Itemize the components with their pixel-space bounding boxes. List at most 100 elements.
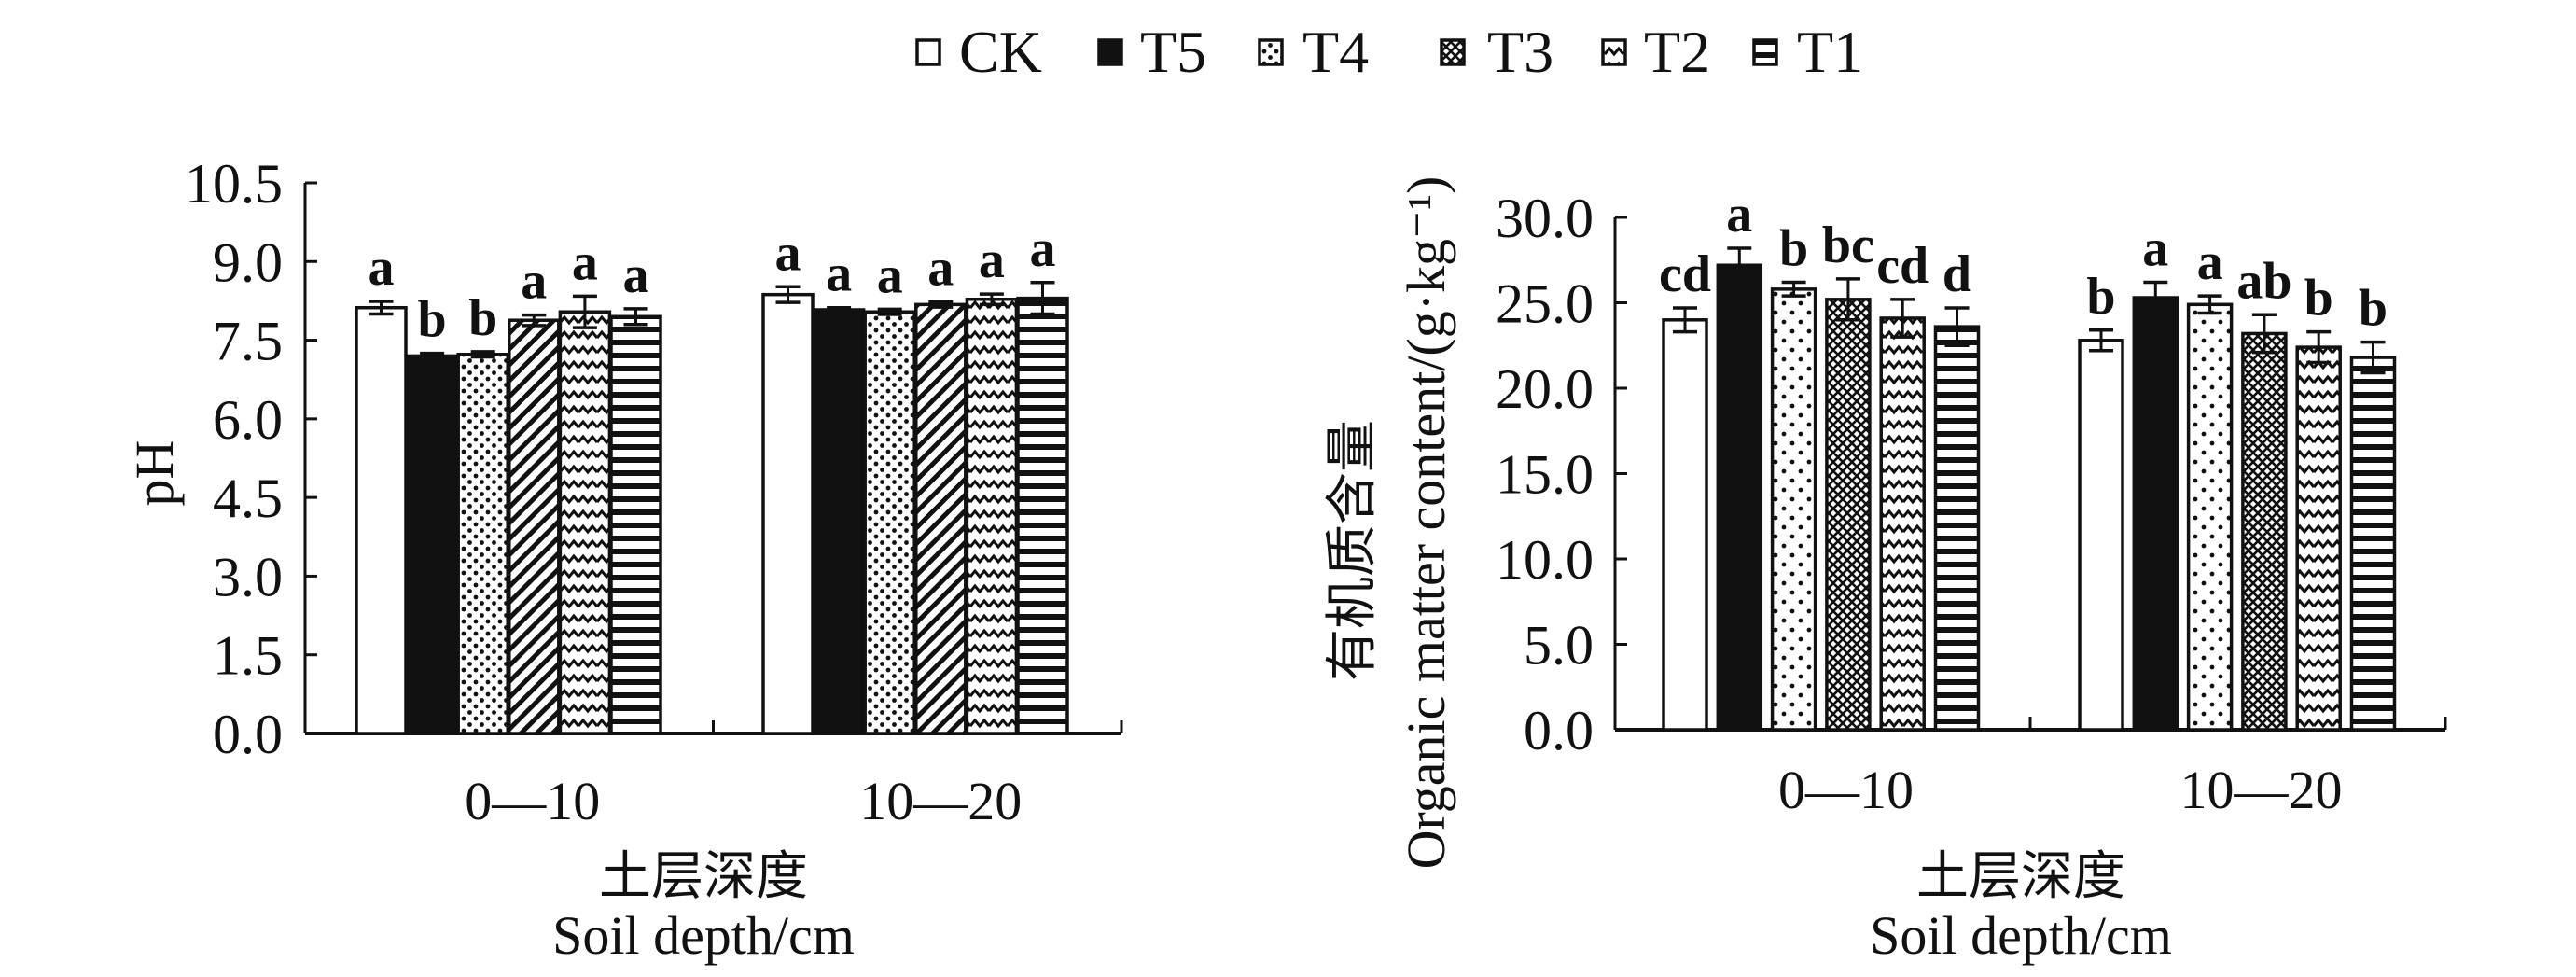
legend-item-t1: T1 xyxy=(1752,19,1863,85)
x-axis-title: Soil depth/cm xyxy=(552,905,855,966)
y-tick-label: 0.0 xyxy=(213,704,283,765)
legend-label: T1 xyxy=(1797,19,1863,85)
y-tick-label: 10.0 xyxy=(1496,529,1594,591)
legend-swatch-t4 xyxy=(1258,38,1284,66)
y-axis-title: pH xyxy=(124,440,185,507)
error-bar xyxy=(2251,313,2277,355)
error-bar xyxy=(420,351,445,360)
significance-label: a xyxy=(877,246,903,304)
significance-label: cd xyxy=(1659,245,1711,303)
x-category-label: 10—20 xyxy=(859,771,1022,831)
legend-item-t2: T2 xyxy=(1601,19,1710,85)
significance-label: a xyxy=(2197,233,2223,291)
significance-label: b xyxy=(2359,280,2388,338)
significance-label: a xyxy=(927,240,954,298)
significance-label: a xyxy=(572,233,598,291)
significance-label: bc xyxy=(1822,216,1874,274)
y-tick-label: 25.0 xyxy=(1496,273,1594,335)
significance-label: a xyxy=(521,253,547,311)
legend-item-t4: T4 xyxy=(1258,19,1369,85)
error-bar xyxy=(979,292,1004,307)
y-tick-label: 9.0 xyxy=(213,231,283,293)
x-axis-title-cn: 土层深度 xyxy=(1916,848,2125,906)
significance-label: a xyxy=(1726,186,1752,244)
significance-label: b xyxy=(468,289,497,347)
significance-label: a xyxy=(2142,220,2168,278)
legend-label: T2 xyxy=(1644,19,1710,85)
error-bar xyxy=(775,285,801,304)
bar-t3-2 xyxy=(2241,331,2288,732)
bar-t1-2 xyxy=(2349,356,2397,732)
bar-ck-2 xyxy=(2078,339,2124,732)
significance-label: ab xyxy=(2236,252,2291,310)
significance-label: cd xyxy=(1876,237,1929,295)
error-bar xyxy=(1030,281,1055,316)
bar-t4-1 xyxy=(1770,287,1817,732)
error-bar xyxy=(1673,306,1697,334)
significance-label: b xyxy=(2086,268,2115,326)
significance-label: a xyxy=(775,224,801,282)
x-category-label: 10—20 xyxy=(2180,760,2343,820)
y-tick-label: 0.0 xyxy=(1524,700,1594,761)
error-bar xyxy=(1781,280,1806,298)
error-bar xyxy=(623,307,648,327)
significance-label: a xyxy=(1030,220,1056,278)
error-bar xyxy=(470,350,495,359)
x-axis-title: Soil depth/cm xyxy=(1870,905,2172,966)
y-axis-title-cn: 有机质含量 xyxy=(1324,420,1382,681)
bar-t5-2 xyxy=(812,308,866,735)
bar-t2-1 xyxy=(558,310,612,735)
significance-label: b xyxy=(2304,270,2333,328)
bar-t3-2 xyxy=(914,302,968,735)
error-bar xyxy=(2306,329,2332,365)
y-tick-label: 7.5 xyxy=(213,311,283,372)
y-tick-label: 20.0 xyxy=(1496,358,1594,420)
bar-t2-1 xyxy=(1879,316,1926,732)
y-tick-label: 6.0 xyxy=(213,389,283,451)
legend-item-t5: T5 xyxy=(1097,19,1206,85)
bar-t1-1 xyxy=(609,314,662,735)
bar-ck-1 xyxy=(1662,318,1708,732)
bar-t4-1 xyxy=(456,352,509,735)
y-tick-label: 15.0 xyxy=(1496,444,1594,506)
bar-t4-2 xyxy=(863,310,916,735)
y-tick-label: 5.0 xyxy=(1524,615,1594,677)
legend-swatch-t1 xyxy=(1752,38,1778,66)
legend-label: T4 xyxy=(1302,19,1369,85)
error-bar xyxy=(369,300,394,316)
legend-swatch-t3 xyxy=(1440,38,1466,66)
significance-label: a xyxy=(979,231,1005,289)
error-bar xyxy=(522,313,547,328)
legend-item-ck: CK xyxy=(915,19,1042,85)
bar-t1-2 xyxy=(1016,296,1069,735)
bar-t5-1 xyxy=(1716,263,1763,732)
error-bar xyxy=(2089,328,2113,353)
bar-t5-1 xyxy=(405,354,459,735)
y-tick-label: 10.5 xyxy=(185,153,283,215)
significance-label: a xyxy=(826,245,852,303)
legend-label: T5 xyxy=(1140,19,1206,85)
bar-ck-1 xyxy=(355,305,408,735)
error-bar xyxy=(1835,277,1860,322)
bar-t2-2 xyxy=(2295,345,2342,732)
x-axis-title-cn: 土层深度 xyxy=(599,848,808,906)
bar-t2-2 xyxy=(965,297,1019,735)
error-bar xyxy=(572,294,597,329)
bar-t3-1 xyxy=(1825,298,1872,732)
error-bar xyxy=(2197,294,2222,315)
error-bar xyxy=(928,300,954,309)
y-tick-label: 30.0 xyxy=(1496,188,1594,249)
legend-swatch-t2 xyxy=(1601,38,1627,66)
y-tick-label: 4.5 xyxy=(213,468,283,529)
bar-ck-2 xyxy=(761,292,815,735)
legend-label: T3 xyxy=(1487,19,1553,85)
error-bar xyxy=(827,305,852,314)
significance-label: d xyxy=(1942,245,1971,303)
significance-label: a xyxy=(623,246,649,304)
error-bar xyxy=(2143,280,2168,315)
bar-t4-2 xyxy=(2186,302,2234,732)
error-bar xyxy=(1944,306,1970,347)
bar-t5-2 xyxy=(2132,296,2179,732)
